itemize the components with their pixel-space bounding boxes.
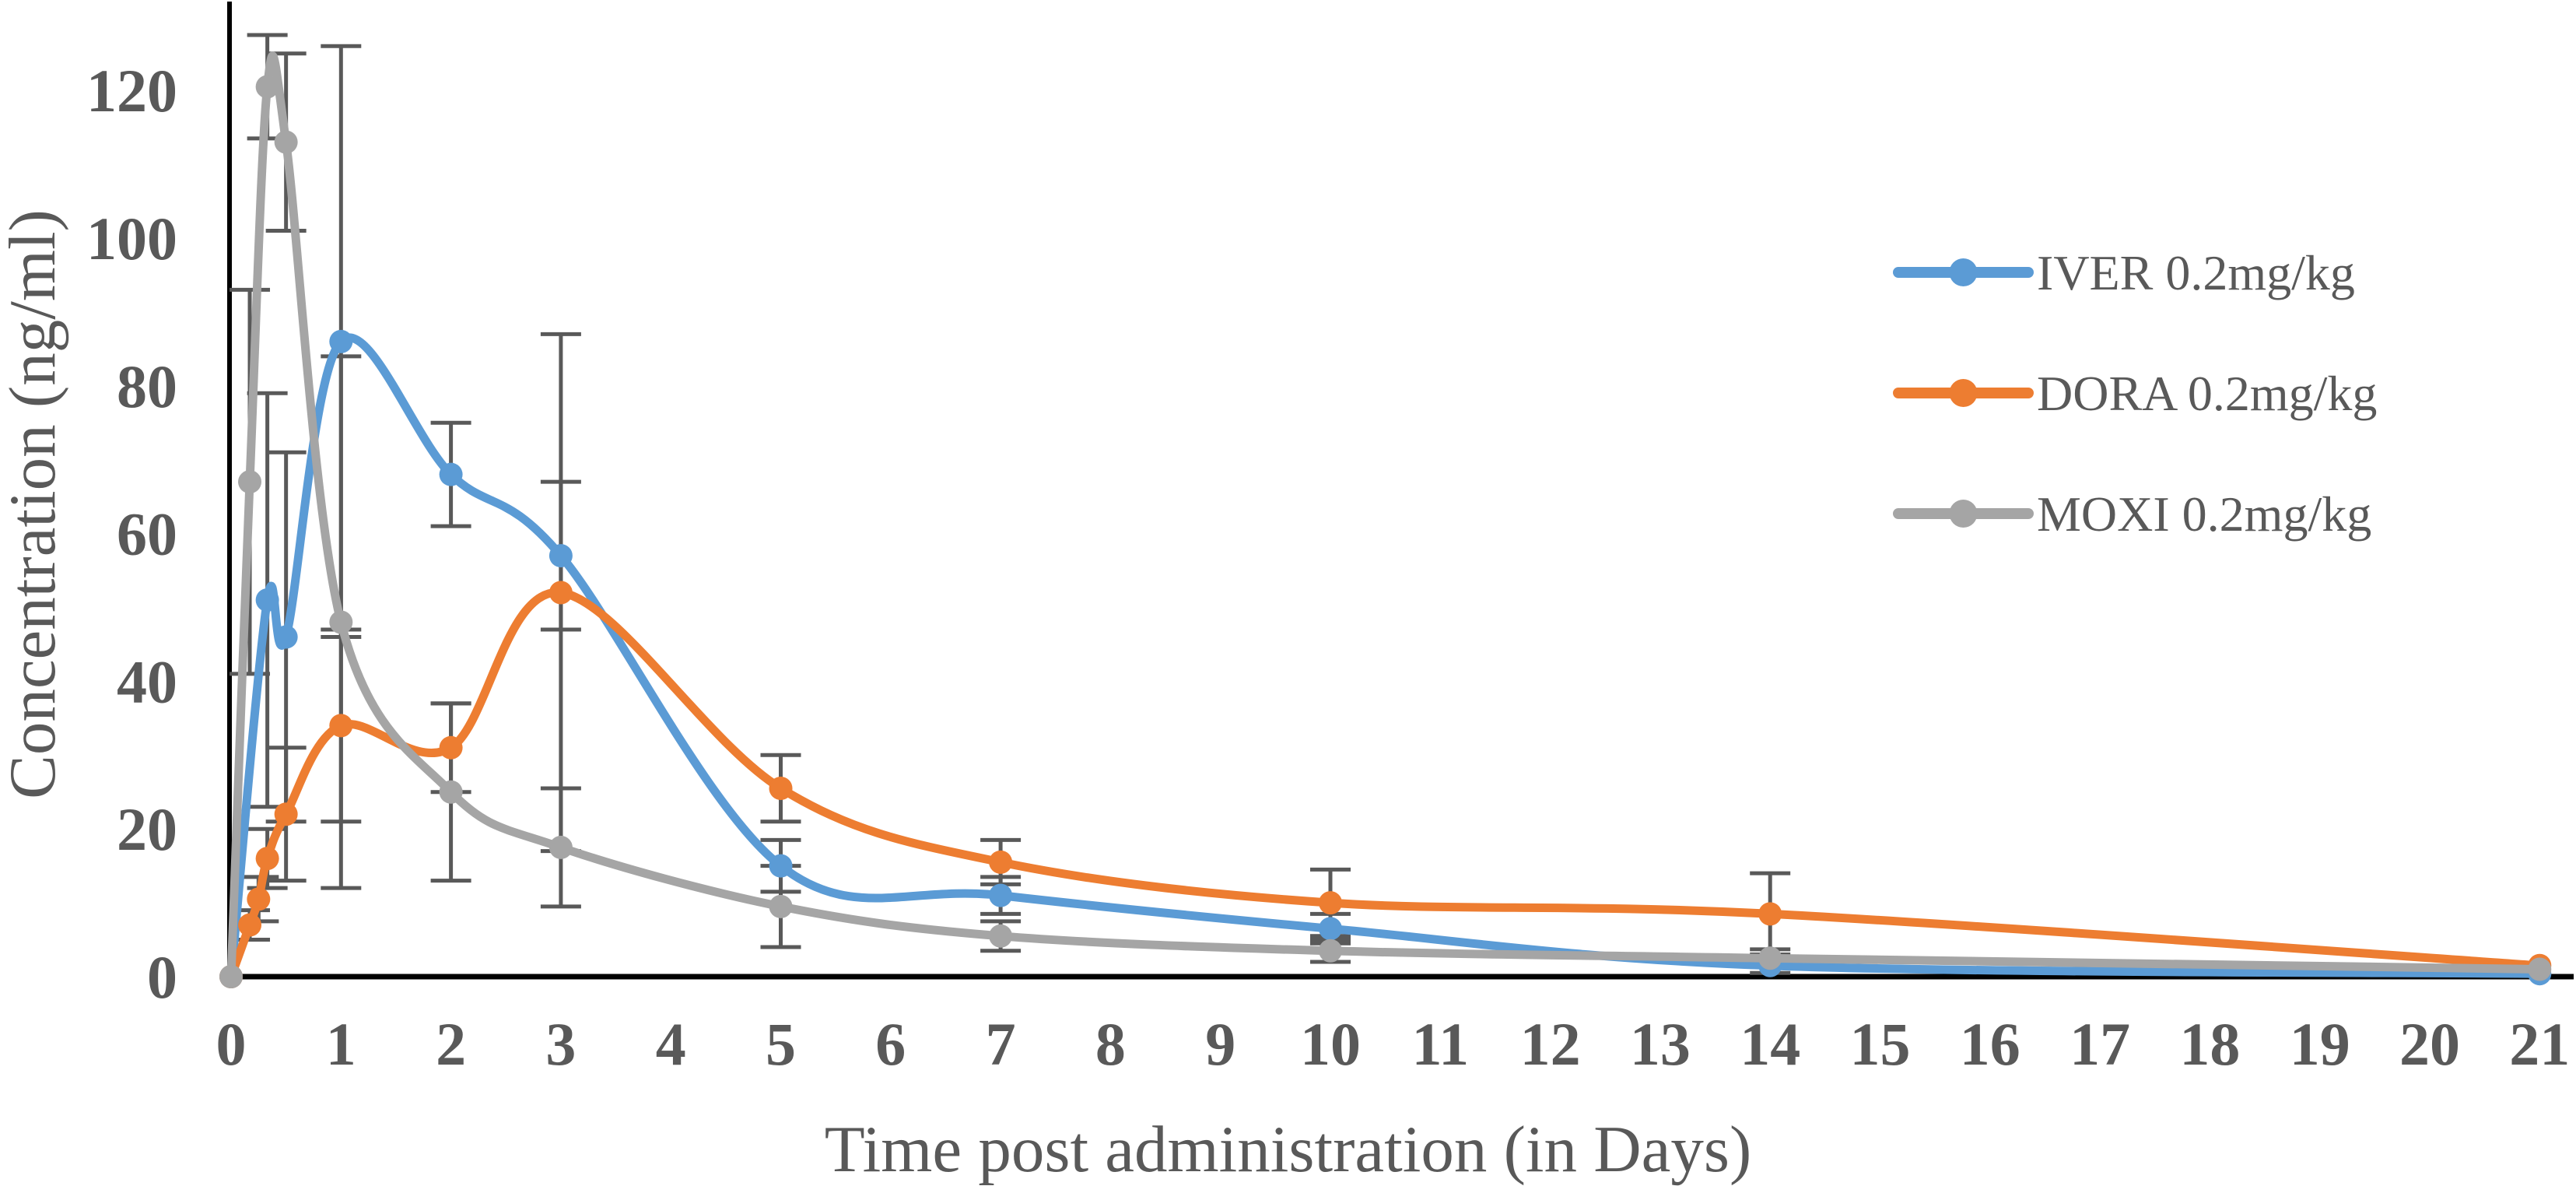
data-point-dora [255, 847, 279, 871]
data-point-moxi [2528, 957, 2552, 981]
y-tick-label: 80 [117, 353, 177, 420]
data-point-dora [1319, 891, 1342, 915]
data-point-iver [329, 329, 353, 353]
x-tick-label: 16 [1960, 1010, 2020, 1078]
x-tick-label: 8 [1095, 1010, 1126, 1078]
data-point-iver [769, 854, 793, 878]
series-dora [219, 581, 2552, 988]
x-tick-label: 18 [2179, 1010, 2240, 1078]
y-tick-label: 120 [86, 57, 177, 125]
error-bars [230, 33, 1791, 975]
y-tick-label: 100 [86, 205, 177, 272]
data-point-iver [439, 462, 463, 486]
x-tick-label: 6 [875, 1010, 906, 1078]
data-point-moxi [548, 835, 573, 859]
series-moxi [219, 51, 2552, 988]
legend-marker-icon [1949, 379, 1978, 407]
legend-item-iver: IVER 0.2mg/kg [1893, 245, 2355, 300]
data-point-iver [255, 588, 279, 612]
legend-label: IVER 0.2mg/kg [2037, 245, 2355, 300]
x-tick-label: 7 [986, 1010, 1016, 1078]
data-point-iver [1319, 917, 1342, 941]
x-tick-label: 19 [2290, 1010, 2350, 1078]
x-tick-label: 14 [1740, 1010, 1800, 1078]
y-tick-label: 40 [117, 647, 177, 715]
data-point-moxi [255, 75, 279, 99]
data-point-dora [274, 802, 298, 826]
data-point-moxi [238, 470, 262, 494]
data-point-dora [439, 735, 463, 760]
series-line-iver [226, 333, 2544, 981]
data-point-iver [548, 544, 573, 568]
legend-marker-icon [1949, 500, 1978, 528]
data-point-dora [548, 581, 573, 605]
data-point-dora [1758, 902, 1782, 926]
x-tick-label: 12 [1520, 1010, 1581, 1078]
data-point-moxi [1758, 946, 1782, 970]
data-point-moxi [329, 610, 353, 634]
series-line-dora [226, 588, 2544, 981]
data-point-dora [238, 913, 262, 937]
x-tick-label: 5 [766, 1010, 796, 1078]
data-point-iver [274, 625, 298, 649]
x-tick-label: 1 [326, 1010, 356, 1078]
y-axis-title: Concentration (ng/ml) [0, 209, 69, 799]
data-point-moxi [989, 924, 1013, 948]
data-point-moxi [439, 780, 463, 804]
data-point-moxi [1319, 939, 1342, 963]
y-tick-label: 0 [147, 943, 177, 1011]
legend-label: DORA 0.2mg/kg [2037, 366, 2377, 421]
data-point-moxi [274, 130, 298, 154]
series-line-moxi [226, 51, 2544, 981]
x-tick-label: 15 [1850, 1010, 1911, 1078]
x-tick-label: 2 [436, 1010, 466, 1078]
data-point-moxi [219, 965, 243, 988]
x-tick-label: 11 [1411, 1010, 1469, 1078]
legend: IVER 0.2mg/kg DORA 0.2mg/kg MOXI 0.2mg/kg [1893, 245, 2377, 542]
y-tick-label: 20 [117, 795, 177, 863]
data-point-dora [989, 850, 1013, 874]
x-tick-label: 3 [545, 1010, 576, 1078]
data-point-moxi [769, 894, 793, 918]
legend-label: MOXI 0.2mg/kg [2037, 486, 2371, 542]
x-tick-label: 0 [216, 1010, 247, 1078]
x-tick-label: 9 [1205, 1010, 1235, 1078]
series-iver [219, 329, 2552, 988]
data-point-dora [329, 714, 353, 738]
x-tick-label: 21 [2509, 1010, 2570, 1078]
x-tick-label: 17 [2070, 1010, 2130, 1078]
data-point-dora [769, 777, 793, 801]
x-axis-title: Time post administration (in Days) [824, 1113, 1752, 1186]
legend-marker-icon [1949, 258, 1978, 286]
x-tick-label: 10 [1300, 1010, 1361, 1078]
axes [227, 2, 2574, 980]
x-tick-label: 4 [656, 1010, 686, 1078]
x-tick-label: 20 [2399, 1010, 2460, 1078]
legend-item-moxi: MOXI 0.2mg/kg [1893, 486, 2371, 542]
x-tick-label: 13 [1630, 1010, 1691, 1078]
data-point-iver [989, 883, 1013, 907]
legend-item-dora: DORA 0.2mg/kg [1893, 366, 2377, 421]
y-tick-label: 60 [117, 500, 177, 568]
data-point-dora [247, 887, 271, 911]
